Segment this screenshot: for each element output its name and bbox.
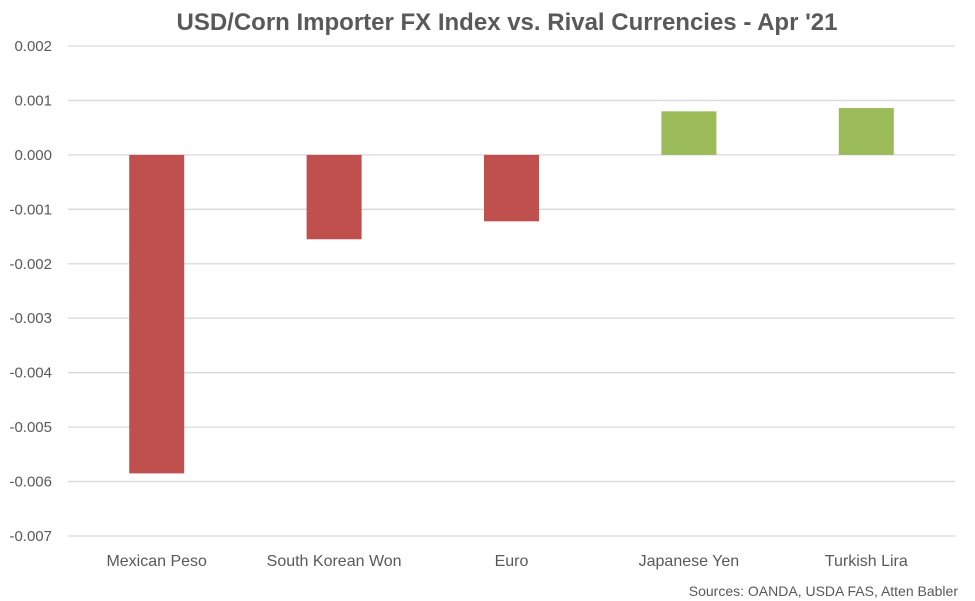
y-tick-label: -0.006: [9, 474, 52, 491]
bar: [661, 111, 717, 155]
y-tick-label: -0.002: [9, 256, 52, 273]
bar: [838, 108, 894, 155]
x-category-label: South Korean Won: [267, 553, 402, 570]
source-note: Sources: OANDA, USDA FAS, Atten Babler: [689, 583, 959, 599]
y-tick-label: 0.000: [14, 147, 52, 164]
y-tick-label: -0.004: [9, 365, 52, 382]
bar: [306, 154, 362, 240]
y-tick-label: -0.007: [9, 528, 52, 545]
y-tick-label: 0.001: [14, 92, 52, 109]
gridlines: [68, 45, 955, 537]
x-category-label: Euro: [495, 553, 529, 570]
y-tick-label: 0.002: [14, 38, 52, 55]
y-axis-ticks: 0.002 0.001 0.000 -0.001 -0.002 -0.003 -0.004 -…: [9, 38, 52, 545]
y-tick-label: -0.003: [9, 310, 52, 327]
chart-title: USD/Corn Importer FX Index vs. Rival Cur…: [177, 9, 838, 36]
y-tick-label: -0.001: [9, 201, 52, 218]
x-category-label: Mexican Peso: [106, 553, 207, 570]
x-axis-categories: Mexican Peso South Korean Won Euro Japanese…: [106, 553, 907, 570]
bars: [129, 108, 894, 474]
bar: [484, 154, 539, 222]
x-category-label: Japanese Yen: [639, 553, 740, 570]
y-tick-label: -0.005: [9, 419, 52, 436]
bar: [129, 154, 185, 474]
x-category-label: Turkish Lira: [825, 553, 908, 570]
